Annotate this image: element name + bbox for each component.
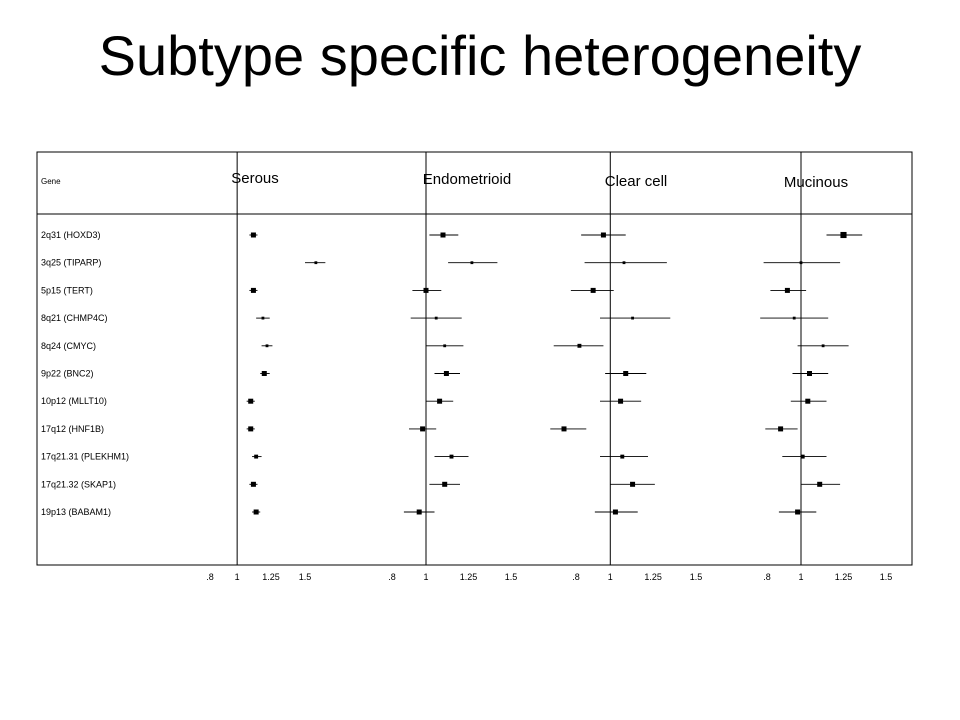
point-estimate	[248, 398, 254, 404]
plot-frame	[36, 151, 913, 566]
point-estimate	[420, 426, 426, 432]
x-tick-label: 1	[608, 572, 613, 582]
point-estimate	[612, 509, 618, 515]
x-tick-label: .8	[763, 572, 771, 582]
gene-label: 8q24 (CMYC)	[41, 341, 96, 351]
point-estimate	[449, 454, 454, 459]
point-estimate	[254, 454, 259, 459]
point-estimate	[261, 371, 267, 376]
panel-title: Mucinous	[784, 174, 848, 191]
point-estimate	[821, 344, 825, 348]
x-tick-label: 1	[235, 572, 240, 582]
gene-header: Gene	[41, 177, 61, 186]
x-tick-label: 1	[423, 572, 428, 582]
x-tick-label: .8	[388, 572, 396, 582]
x-tick-label: 1.25	[644, 572, 662, 582]
point-estimate	[807, 371, 812, 376]
point-estimate	[817, 481, 823, 487]
x-tick-label: 1.5	[299, 572, 312, 582]
point-estimate	[250, 287, 256, 293]
panel-title: Endometrioid	[423, 171, 511, 188]
point-estimate	[265, 344, 269, 348]
x-tick-label: 1	[798, 572, 803, 582]
gene-label: 8q21 (CHMP4C)	[41, 313, 108, 323]
point-estimate	[577, 343, 582, 348]
gene-label: 2q31 (HOXD3)	[41, 230, 101, 240]
point-estimate	[423, 287, 429, 293]
point-estimate	[248, 426, 254, 432]
point-estimate	[618, 398, 624, 404]
gene-label: 3q25 (TIPARP)	[41, 258, 101, 268]
gene-label: 17q12 (HNF1B)	[41, 424, 104, 434]
point-estimate	[600, 232, 606, 238]
point-estimate	[437, 398, 443, 404]
point-estimate	[631, 316, 634, 320]
gene-label: 9p22 (BNC2)	[41, 369, 94, 379]
point-estimate	[840, 231, 847, 239]
point-estimate	[443, 344, 447, 348]
point-estimate	[620, 454, 625, 459]
point-estimate	[795, 509, 801, 515]
x-tick-label: 1.25	[460, 572, 478, 582]
x-tick-label: 1.5	[690, 572, 703, 582]
point-estimate	[784, 287, 790, 293]
point-estimate	[261, 316, 265, 320]
x-tick-label: .8	[206, 572, 214, 582]
point-estimate	[470, 261, 474, 265]
x-tick-label: 1.25	[835, 572, 853, 582]
point-estimate	[622, 261, 626, 265]
point-estimate	[250, 232, 256, 238]
point-estimate	[250, 481, 256, 487]
point-estimate	[799, 261, 803, 265]
x-tick-label: 1.25	[262, 572, 280, 582]
gene-label: 17q21.32 (SKAP1)	[41, 479, 116, 489]
point-estimate	[792, 316, 796, 320]
point-estimate	[416, 509, 422, 515]
point-estimate	[314, 261, 318, 265]
gene-label: 17q21.31 (PLEKHM1)	[41, 452, 129, 462]
gene-label: 5p15 (TERT)	[41, 285, 93, 295]
slide-title: Subtype specific heterogeneity	[98, 24, 862, 87]
point-estimate	[623, 371, 629, 376]
point-estimate	[443, 371, 449, 376]
x-tick-label: .8	[572, 572, 580, 582]
x-tick-label: 1.5	[505, 572, 518, 582]
point-estimate	[440, 232, 446, 238]
point-estimate	[253, 509, 259, 515]
gene-label: 19p13 (BABAM1)	[41, 507, 111, 517]
gene-label: 10p12 (MLLT10)	[41, 396, 107, 406]
point-estimate	[434, 316, 438, 320]
point-estimate	[561, 426, 567, 432]
point-estimate	[630, 481, 636, 487]
point-estimate	[442, 481, 448, 487]
point-estimate	[778, 426, 784, 432]
point-estimate	[800, 454, 805, 459]
panel-title: Clear cell	[605, 173, 668, 190]
panel-title: Serous	[231, 170, 279, 187]
x-tick-label: 1.5	[880, 572, 893, 582]
point-estimate	[590, 287, 596, 293]
point-estimate	[805, 398, 811, 404]
